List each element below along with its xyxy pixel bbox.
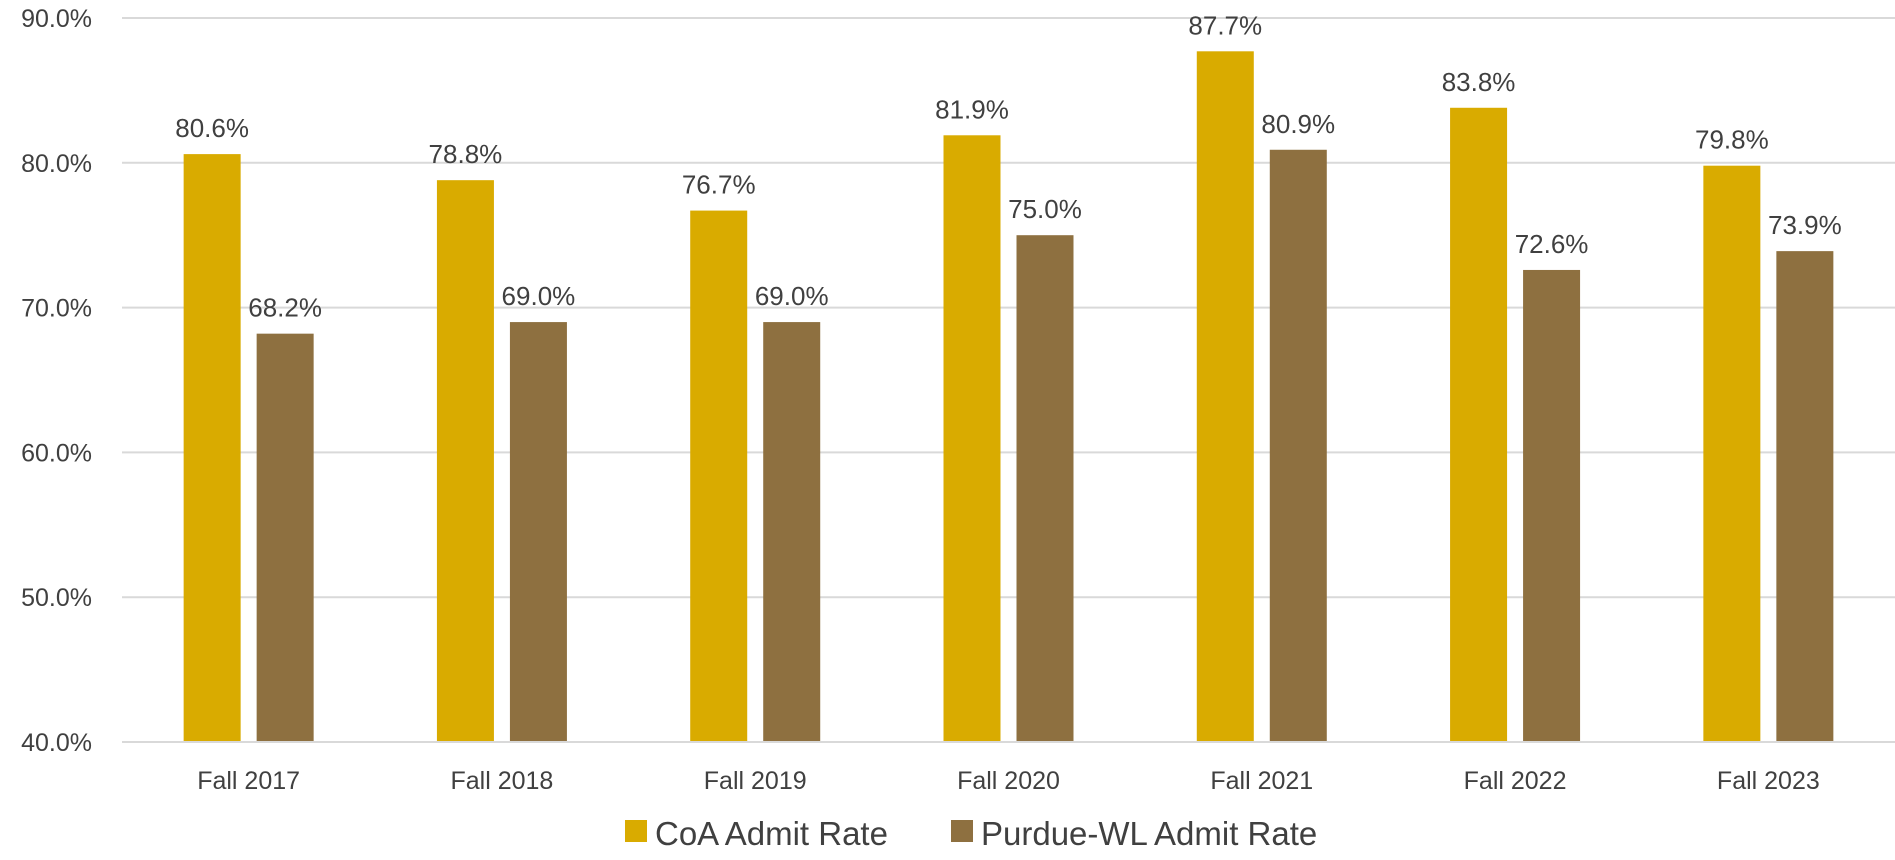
bars — [183, 51, 1834, 743]
x-axis: Fall 2017 Fall 2018 Fall 2019 Fall 2020 Fall… — [122, 741, 1895, 795]
legend: CoA Admit Rate Purdue-WL Admit Rate — [625, 815, 1317, 852]
y-tick-label: 50.0% — [21, 584, 92, 612]
bar-purdue-wl-fall-2022 — [1523, 269, 1581, 742]
bar-purdue-wl-fall-2019 — [763, 322, 821, 742]
data-label: 78.8% — [429, 139, 503, 169]
data-label: 72.6% — [1515, 229, 1589, 259]
x-tick-label: Fall 2023 — [1717, 767, 1820, 795]
data-label: 83.8% — [1442, 67, 1516, 97]
data-label: 75.0% — [1008, 194, 1082, 224]
data-label: 76.7% — [682, 170, 756, 200]
x-tick-label: Fall 2017 — [197, 767, 300, 795]
gridlines — [122, 17, 1895, 743]
data-label: 81.9% — [935, 94, 1009, 124]
bar-coa-fall-2021 — [1196, 51, 1254, 742]
data-label: 69.0% — [502, 281, 576, 311]
legend-swatch-purdue-wl — [951, 820, 973, 842]
data-labels: 80.6% 68.2% 78.8% 69.0% 76.7% 69.0% 81.9% 75.0%… — [175, 10, 1841, 322]
x-tick-label: Fall 2019 — [704, 767, 807, 795]
data-label: 87.7% — [1188, 10, 1262, 40]
data-label: 80.6% — [175, 113, 249, 143]
data-label: 69.0% — [755, 281, 829, 311]
data-label: 79.8% — [1695, 125, 1769, 155]
bar-coa-fall-2018 — [436, 180, 494, 742]
x-tick-label: Fall 2020 — [957, 767, 1060, 795]
y-axis: 40.0% 50.0% 60.0% 70.0% 80.0% 90.0% — [21, 5, 92, 757]
bar-coa-fall-2022 — [1450, 107, 1508, 742]
x-tick-label: Fall 2022 — [1464, 767, 1567, 795]
y-tick-label: 90.0% — [21, 5, 92, 33]
bar-purdue-wl-fall-2018 — [509, 322, 567, 742]
data-label: 73.9% — [1768, 210, 1842, 240]
bar-coa-fall-2019 — [690, 210, 748, 743]
bar-purdue-wl-fall-2017 — [256, 333, 314, 742]
bar-coa-fall-2023 — [1703, 165, 1761, 743]
x-tick-label: Fall 2021 — [1210, 767, 1313, 795]
bar-purdue-wl-fall-2020 — [1016, 235, 1074, 742]
legend-swatch-coa — [625, 820, 647, 842]
data-label: 68.2% — [248, 293, 322, 323]
y-tick-label: 60.0% — [21, 439, 92, 467]
data-label: 80.9% — [1261, 109, 1335, 139]
x-tick-label: Fall 2018 — [450, 767, 553, 795]
y-tick-label: 70.0% — [21, 295, 92, 323]
y-tick-label: 80.0% — [21, 150, 92, 178]
bar-purdue-wl-fall-2023 — [1776, 251, 1834, 743]
legend-label-purdue-wl: Purdue-WL Admit Rate — [981, 815, 1317, 852]
bar-coa-fall-2017 — [183, 154, 241, 742]
y-tick-label: 40.0% — [21, 729, 92, 757]
bar-purdue-wl-fall-2021 — [1269, 149, 1327, 742]
bar-coa-fall-2020 — [943, 135, 1001, 743]
legend-label-coa: CoA Admit Rate — [655, 815, 888, 852]
